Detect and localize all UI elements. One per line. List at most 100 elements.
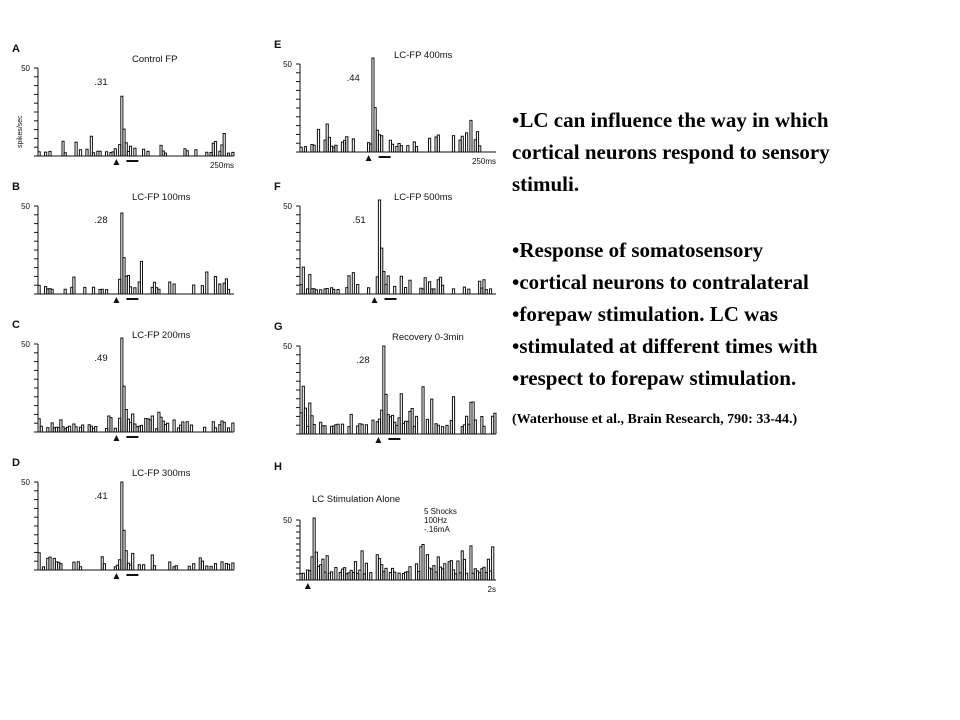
histogram-bin <box>218 283 222 294</box>
histogram-bin <box>301 266 305 294</box>
histogram-bin <box>168 281 172 294</box>
histogram-bin <box>382 345 386 434</box>
histogram-bin <box>319 289 323 294</box>
histogram-bin <box>336 289 340 294</box>
x-axis-label: 250ms <box>210 161 234 170</box>
histogram-bin <box>471 401 475 434</box>
histogram-bin <box>227 427 231 432</box>
paragraph1-line1: •LC can influence the way in which <box>512 108 829 132</box>
histogram-bin <box>425 418 429 434</box>
histogram-bin <box>68 425 72 432</box>
response-value-label: .51 <box>352 215 365 226</box>
histogram-bin <box>469 545 473 580</box>
histogram-bin <box>150 554 154 570</box>
histogram-bin <box>303 407 307 434</box>
histogram-bin <box>351 272 355 294</box>
histogram-bin <box>475 131 480 152</box>
histogram-bin <box>146 150 150 156</box>
y-tick-label: 50 <box>283 202 292 211</box>
histogram-bin <box>332 288 336 294</box>
paragraph2-line2: •cortical neurons to contralateral <box>512 270 809 294</box>
x-axis-label: 250ms <box>472 157 496 166</box>
x-axis-label: 2s <box>488 585 496 594</box>
stimulus-marker-icon <box>365 155 372 161</box>
histogram-bin <box>325 555 329 580</box>
histogram-bin <box>482 279 486 294</box>
histogram-bin <box>408 566 412 580</box>
histogram-bin <box>299 146 303 152</box>
histogram-bin <box>397 572 401 580</box>
panel-title: LC-FP 400ms <box>394 50 453 61</box>
histogram-bin <box>451 288 456 294</box>
histogram-bin <box>194 149 198 156</box>
histogram-bin <box>172 283 176 294</box>
histogram-bin <box>37 284 41 294</box>
histogram-bin <box>74 426 78 432</box>
response-value-label: .41 <box>94 491 107 502</box>
citation: (Waterhouse et al., Brain Research, 790:… <box>512 412 798 427</box>
panel-h: H LC Stimulation Alone 5 Shocks 100Hz -.16mA… <box>272 458 502 594</box>
histogram-bin <box>211 421 215 432</box>
paragraph1-line3: stimuli. <box>512 172 580 196</box>
histogram-bin <box>163 152 167 156</box>
histogram-bin <box>465 572 469 580</box>
histogram-bin <box>203 426 207 432</box>
stimulus-marker-icon <box>113 159 120 165</box>
histogram-bin <box>129 286 133 294</box>
histogram-bin <box>81 424 85 432</box>
panel-title: Recovery 0-3min <box>392 332 464 343</box>
histogram-bin <box>432 288 436 294</box>
panel-letter: H <box>274 461 282 473</box>
histogram-bin <box>227 289 231 294</box>
histogram-bin <box>386 275 390 294</box>
stimulus-marker-icon <box>304 583 311 589</box>
histogram-bin <box>137 564 141 570</box>
histogram-bin <box>347 275 351 294</box>
panel-letter: E <box>274 39 281 51</box>
histogram-bin <box>231 562 235 570</box>
histogram-bin <box>421 544 425 580</box>
histogram-bin <box>72 561 76 570</box>
histogram-bin <box>484 289 488 294</box>
panel-letter: G <box>274 321 283 333</box>
histogram-bin <box>185 421 189 432</box>
histogram-bin <box>380 135 384 152</box>
stim-annotation-line: 5 Shocks <box>424 507 457 516</box>
histogram-bin <box>227 152 231 156</box>
histogram-bin <box>98 150 102 156</box>
histogram-bin <box>205 271 209 294</box>
histogram-bin <box>231 422 235 432</box>
histogram-bin <box>37 552 41 570</box>
histogram-bin <box>78 566 83 570</box>
paragraph1-line2: cortical neurons respond to sensory <box>512 140 830 164</box>
histogram-bin <box>120 212 124 294</box>
histogram-bin <box>231 151 235 156</box>
panel-e: E LC-FP 400ms .44 50 250ms <box>272 36 502 171</box>
histogram-bin <box>174 565 178 570</box>
histogram-bin <box>393 571 397 580</box>
histogram-bin <box>48 556 52 570</box>
histogram-bin <box>37 418 41 432</box>
histogram-bin <box>364 562 368 580</box>
histogram-bin <box>213 141 218 156</box>
histogram-bin <box>39 425 43 432</box>
histogram-bin <box>102 563 106 570</box>
histogram-bin <box>443 563 447 580</box>
histogram-bin <box>382 271 386 294</box>
histogram-bin <box>391 143 395 152</box>
histogram-bin <box>227 563 231 570</box>
histogram-bin <box>384 567 388 580</box>
stimulus-marker-icon <box>113 435 120 441</box>
histogram-bin <box>473 419 477 434</box>
histogram-bin <box>451 396 456 434</box>
histogram-bin <box>74 141 78 156</box>
histogram-bin <box>323 425 327 434</box>
histogram-bin <box>63 152 67 156</box>
psth-plot-g: G Recovery 0-3min .28 50 <box>274 321 497 443</box>
histogram-bin <box>356 284 360 294</box>
histogram-bin <box>353 561 358 580</box>
psth-plot-h: H LC Stimulation Alone 5 Shocks100Hz-.16mA… <box>274 461 496 594</box>
histogram-bin <box>100 288 104 294</box>
histogram-bin <box>133 287 137 294</box>
histogram-bin <box>351 138 355 152</box>
